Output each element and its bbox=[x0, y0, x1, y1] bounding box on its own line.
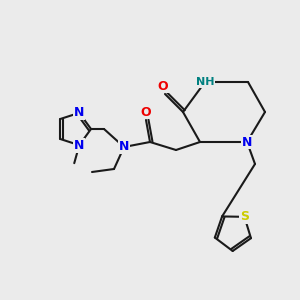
Text: N: N bbox=[74, 139, 84, 152]
Text: N: N bbox=[74, 106, 84, 119]
Text: NH: NH bbox=[196, 77, 214, 87]
Text: O: O bbox=[158, 80, 168, 92]
Text: O: O bbox=[141, 106, 151, 118]
Text: S: S bbox=[240, 210, 249, 223]
Text: N: N bbox=[242, 136, 252, 148]
Text: N: N bbox=[119, 140, 129, 154]
